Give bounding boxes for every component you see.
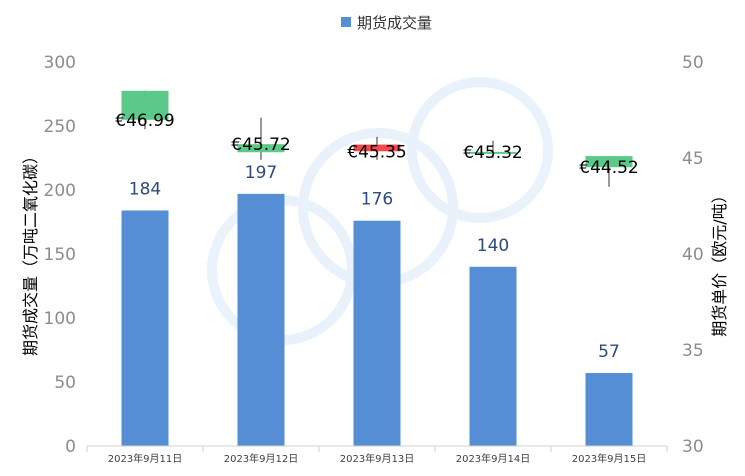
volume-bar <box>469 266 517 446</box>
y-left-tick-label: 200 <box>44 181 76 201</box>
x-tick-label: 2023年9月13日 <box>340 452 415 465</box>
price-label: €45.35 <box>347 142 406 162</box>
legend: 期货成交量 <box>341 14 432 32</box>
price-candles: €46.99 €45.72 €45.35 €45.32 €44.52 <box>115 90 639 187</box>
price-candle <box>585 156 633 168</box>
x-tick-label: 2023年9月14日 <box>456 452 531 465</box>
y-right-tick-label: 50 <box>682 53 704 73</box>
price-candle <box>353 144 401 152</box>
volume-bar <box>121 210 169 446</box>
y-right-ticks: 30 35 40 45 50 <box>682 53 704 457</box>
price-candle <box>469 151 517 154</box>
y-right-tick-label: 40 <box>682 245 704 265</box>
y-left-tick-label: 300 <box>44 53 76 73</box>
price-label: €44.52 <box>579 158 638 178</box>
y-left-tick-label: 50 <box>54 373 76 393</box>
price-label: €46.99 <box>115 111 174 131</box>
price-label: €45.32 <box>463 143 522 163</box>
price-candle <box>237 144 285 153</box>
x-tick-label: 2023年9月15日 <box>572 452 647 465</box>
y-right-axis-title: 期货单价（欧元/吨） <box>710 187 729 336</box>
volume-bar-label: 57 <box>598 342 620 362</box>
volume-bar-label: 176 <box>361 190 393 210</box>
volume-bar <box>353 220 401 446</box>
price-label: €45.72 <box>231 135 290 155</box>
y-left-tick-label: 250 <box>44 117 76 137</box>
y-right-tick-label: 45 <box>682 149 704 169</box>
legend-swatch <box>341 17 351 27</box>
x-axis: 2023年9月11日 2023年9月12日 2023年9月13日 2023年9月14日… <box>86 445 668 465</box>
price-candle <box>121 90 169 120</box>
x-tick-label: 2023年9月12日 <box>224 452 299 465</box>
volume-bar-label: 197 <box>245 163 277 183</box>
y-left-tick-label: 0 <box>65 437 76 457</box>
volume-bars: 184 197 176 140 57 <box>121 163 633 446</box>
y-right-tick-label: 35 <box>682 341 704 361</box>
x-tick-label: 2023年9月11日 <box>108 452 183 465</box>
volume-bar <box>585 373 633 446</box>
y-left-ticks: 0 50 100 150 200 250 300 <box>44 53 76 457</box>
legend-label: 期货成交量 <box>357 14 432 32</box>
y-right-tick-label: 30 <box>682 437 704 457</box>
volume-bar-label: 140 <box>477 236 509 256</box>
y-left-tick-label: 100 <box>44 309 76 329</box>
volume-bar-label: 184 <box>129 179 161 199</box>
y-left-tick-label: 150 <box>44 245 76 265</box>
volume-bar <box>237 193 285 446</box>
y-left-axis-title: 期货成交量（万吨二氧化碳） <box>21 148 40 356</box>
